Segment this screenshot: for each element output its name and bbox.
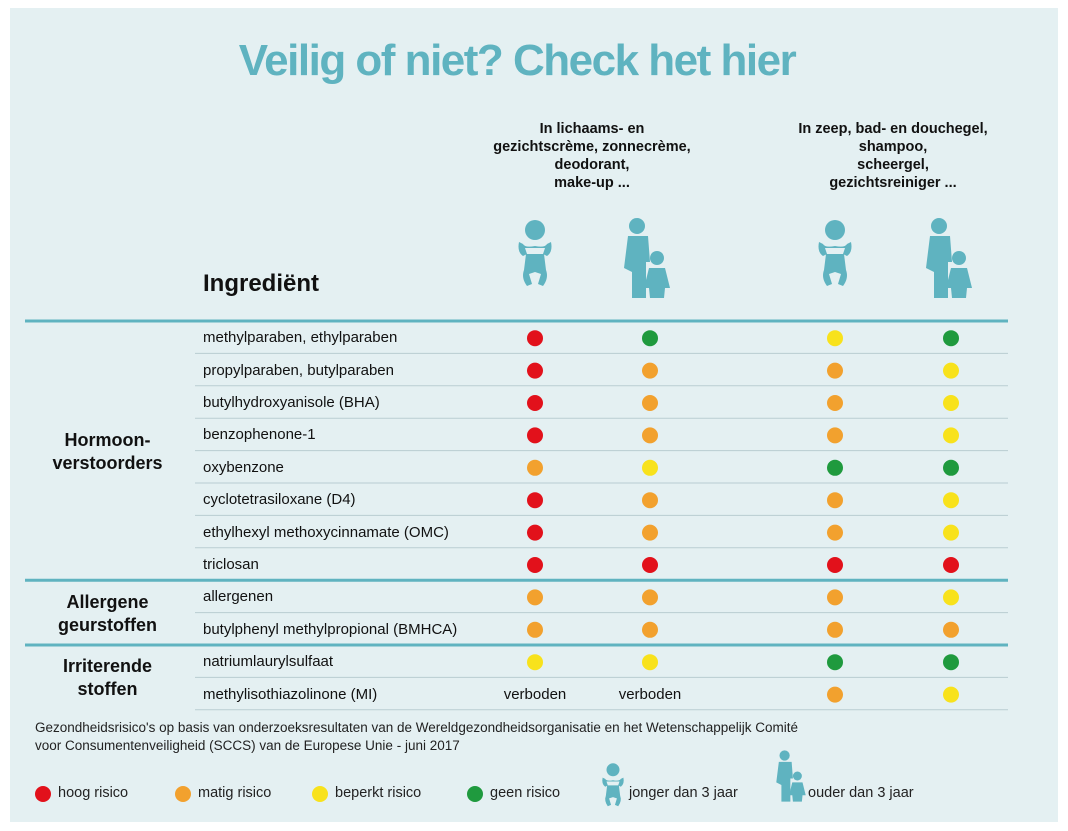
legend-label: beperkt risico <box>335 785 422 801</box>
cell-text: verboden <box>618 685 682 703</box>
risk-dot <box>642 459 658 476</box>
risk-dot <box>827 557 843 573</box>
ingredient-name: methylisothiazolinone (MI) <box>203 685 378 703</box>
ingredient-name: oxybenzone <box>203 458 284 476</box>
risk-dot <box>827 395 843 411</box>
legend-adult-icon <box>776 750 806 802</box>
title: Veilig of niet? Check het hier <box>238 36 797 85</box>
risk-dot <box>827 427 843 444</box>
risk-dot <box>943 427 959 444</box>
adult-icon <box>624 218 670 298</box>
ingredient-name: benzophenone-1 <box>203 426 316 444</box>
risk-dot <box>943 492 959 509</box>
ingredient-name: propylparaben, butylparaben <box>203 361 394 379</box>
risk-dot <box>943 621 959 638</box>
risk-dot <box>642 362 658 379</box>
column-header: In zeep, bad- en douchegel, shampoo, sch… <box>798 121 988 191</box>
legend-label: hoog risico <box>58 785 129 801</box>
risk-dot <box>527 362 543 379</box>
legend-label: ouder dan 3 jaar <box>808 785 914 801</box>
footnote: Gezondheidsrisico's op basis van onderzo… <box>35 720 799 753</box>
risk-dot <box>642 557 658 573</box>
risk-dot <box>642 427 658 444</box>
column-header: In lichaams- en gezichtscrème, zonnecrèm… <box>493 121 691 191</box>
risk-dot <box>827 362 843 379</box>
group-label: Irriterende stoffen <box>62 656 153 700</box>
legend-dot <box>467 786 483 802</box>
risk-dot <box>527 589 543 606</box>
legend-label: jonger dan 3 jaar <box>629 785 738 801</box>
legend-dot <box>312 786 328 802</box>
risk-dot <box>943 330 959 347</box>
legend-dot <box>175 786 191 802</box>
ingredient-name: allergenen <box>203 588 274 606</box>
risk-dot <box>943 557 959 573</box>
adult-icon <box>926 218 972 298</box>
risk-dot <box>943 654 959 671</box>
risk-dot <box>642 524 658 541</box>
cell-text: verboden <box>503 685 567 703</box>
baby-icon <box>518 220 552 286</box>
group-label: Allergene geurstoffen <box>58 591 157 635</box>
risk-dot <box>943 524 959 541</box>
risk-dot <box>527 524 543 541</box>
risk-dot <box>827 330 843 347</box>
risk-dot <box>642 621 658 638</box>
panel <box>10 8 1058 822</box>
risk-dot <box>827 654 843 671</box>
risk-dot <box>827 621 843 638</box>
group-label: Hormoon- verstoorders <box>52 429 163 473</box>
ingredient-name: butylhydroxyanisole (BHA) <box>203 394 380 411</box>
risk-dot <box>943 686 959 703</box>
legend-label: matig risico <box>198 785 272 801</box>
risk-dot <box>943 459 959 476</box>
risk-dot <box>827 524 843 541</box>
risk-dot <box>827 686 843 703</box>
ingredient-name: ethylhexyl methoxycinnamate (OMC) <box>203 523 449 541</box>
risk-dot <box>527 459 543 476</box>
risk-dot <box>827 459 843 476</box>
risk-dot <box>642 654 658 671</box>
ingredient-header: Ingrediënt <box>203 270 320 297</box>
risk-dot <box>642 589 658 606</box>
risk-dot <box>527 330 543 347</box>
legend-dot <box>35 786 51 802</box>
ingredient-name: triclosan <box>203 556 259 573</box>
ingredient-name: methylparaben, ethylparaben <box>203 329 398 347</box>
risk-dot <box>827 492 843 509</box>
risk-dot <box>642 395 658 411</box>
ingredient-name: cyclotetrasiloxane (D4) <box>203 491 356 509</box>
risk-dot <box>527 395 543 411</box>
legend-label: geen risico <box>490 785 561 801</box>
risk-dot <box>642 492 658 509</box>
risk-dot <box>527 492 543 509</box>
risk-dot <box>527 427 543 444</box>
risk-dot <box>642 330 658 347</box>
risk-dot <box>527 654 543 671</box>
ingredient-name: butylphenyl methylpropional (BMHCA) <box>203 620 458 638</box>
baby-icon <box>818 220 852 286</box>
risk-dot <box>827 589 843 606</box>
risk-dot <box>943 589 959 606</box>
ingredient-name: natriumlaurylsulfaat <box>203 653 334 671</box>
risk-dot <box>527 557 543 573</box>
risk-dot <box>943 395 959 411</box>
legend-baby-icon <box>602 763 624 807</box>
risk-dot <box>943 362 959 379</box>
risk-dot <box>527 621 543 638</box>
